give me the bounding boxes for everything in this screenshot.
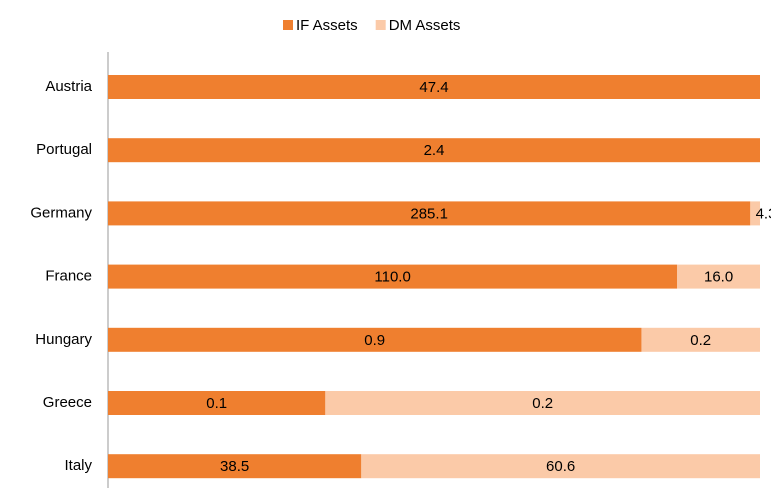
y-tick-label: Austria <box>45 78 92 95</box>
bar-segment <box>108 391 326 415</box>
data-label: 2.4 <box>424 142 445 159</box>
data-label: 110.0 <box>374 269 410 286</box>
data-label: 4.3 <box>756 205 771 222</box>
bar-segment <box>108 454 362 479</box>
data-label: 0.9 <box>364 332 385 349</box>
y-tick-label: Greece <box>43 394 92 411</box>
bar-segment <box>325 391 760 415</box>
y-tick-label: Hungary <box>35 331 92 348</box>
data-label: 47.4 <box>419 79 448 96</box>
data-label: 0.2 <box>690 332 711 349</box>
legend-label: DM Assets <box>389 17 461 34</box>
y-tick-label: France <box>45 268 92 285</box>
bar-segment <box>108 138 760 163</box>
bar-segment <box>108 264 678 289</box>
bar-segment <box>108 201 751 226</box>
bar-segment <box>108 327 642 352</box>
legend-swatch <box>375 20 386 30</box>
bar-segment <box>361 454 760 479</box>
bar-segment <box>641 327 760 352</box>
data-label: 60.6 <box>546 458 575 475</box>
y-tick-label: Italy <box>64 457 92 474</box>
y-tick-label: Germany <box>30 204 92 221</box>
legend-label: IF Assets <box>296 17 358 34</box>
data-label: 0.1 <box>206 395 227 412</box>
data-label: 0.2 <box>532 395 553 412</box>
bar-segment <box>108 75 760 99</box>
bar-segment <box>677 264 760 289</box>
data-label: 16.0 <box>704 269 733 286</box>
legend-swatch <box>283 20 293 30</box>
data-label: 285.1 <box>410 205 448 222</box>
data-label: 38.5 <box>220 458 249 475</box>
bar-segment <box>750 201 760 226</box>
y-tick-label: Portugal <box>36 141 92 158</box>
